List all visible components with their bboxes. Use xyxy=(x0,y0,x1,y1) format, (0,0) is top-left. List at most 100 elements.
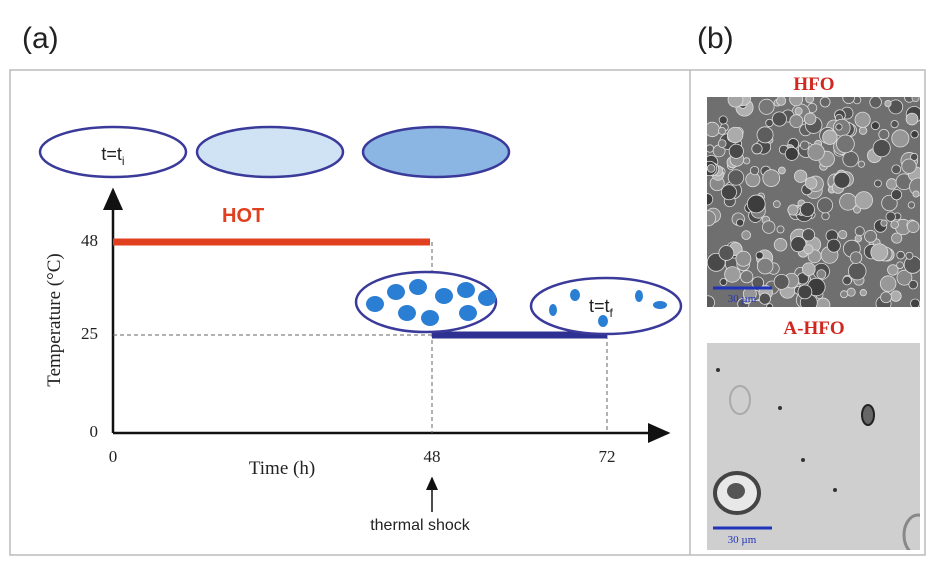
cell xyxy=(855,112,870,127)
cell xyxy=(855,192,872,209)
cell xyxy=(759,293,770,304)
cell xyxy=(785,147,798,160)
panel-label: (b) xyxy=(697,22,734,55)
cell xyxy=(728,170,744,186)
cell xyxy=(790,115,803,128)
cell xyxy=(834,172,850,188)
cell xyxy=(728,92,743,107)
cell xyxy=(788,205,798,215)
cell xyxy=(817,198,832,213)
cell xyxy=(836,124,842,130)
cell xyxy=(871,244,888,261)
cell xyxy=(843,276,852,285)
cell xyxy=(911,299,920,308)
cell xyxy=(736,251,751,266)
cell xyxy=(907,221,919,233)
scale-label: 30 µm xyxy=(728,534,757,546)
cell xyxy=(763,170,780,187)
cell xyxy=(720,279,727,286)
cell xyxy=(707,165,715,173)
cell xyxy=(762,221,775,234)
cell xyxy=(886,179,897,190)
cell xyxy=(880,276,896,292)
hot-label: HOT xyxy=(222,205,264,227)
figure: (a) (b) t=ti 0 25 48 0 48 72 Temperature… xyxy=(0,0,927,562)
cell xyxy=(718,140,726,148)
y-axis-label: Temperature (°C) xyxy=(44,253,65,386)
cell xyxy=(874,180,881,187)
x-tick-label: 0 xyxy=(109,447,118,466)
cell xyxy=(881,220,887,226)
image-title: HFO xyxy=(793,74,834,95)
cell xyxy=(860,289,866,295)
cell xyxy=(817,270,826,279)
panel-label: (a) xyxy=(22,22,59,55)
cell xyxy=(795,107,802,114)
cell xyxy=(859,127,867,135)
state-ellipse xyxy=(363,127,509,177)
cell xyxy=(879,129,889,139)
cell xyxy=(804,113,816,125)
cell xyxy=(897,251,905,259)
x-axis-label: Time (h) xyxy=(249,458,315,479)
cell xyxy=(913,191,919,197)
y-tick-label: 0 xyxy=(90,422,99,441)
cell xyxy=(800,202,814,216)
cell xyxy=(816,298,830,312)
cell xyxy=(892,165,901,174)
cell xyxy=(822,212,829,219)
cell xyxy=(706,145,713,152)
cell xyxy=(798,285,812,299)
cell xyxy=(823,130,838,145)
cell xyxy=(773,201,780,208)
cell xyxy=(808,144,825,161)
cell xyxy=(850,252,862,264)
cell xyxy=(891,221,899,229)
scale-label: 30 µm xyxy=(728,293,757,305)
cell xyxy=(827,239,840,252)
annotation: thermal shock xyxy=(370,517,471,534)
cell xyxy=(800,141,809,150)
cell xyxy=(911,131,918,138)
cell xyxy=(777,226,784,233)
cell xyxy=(902,159,916,173)
cell xyxy=(908,202,914,208)
cell xyxy=(719,116,727,124)
cell xyxy=(843,92,855,104)
cell xyxy=(757,127,773,143)
cell xyxy=(742,231,751,240)
cell xyxy=(766,119,773,126)
cell xyxy=(725,267,741,283)
cell xyxy=(886,212,896,222)
cell xyxy=(721,185,736,200)
cell xyxy=(736,219,743,226)
cell xyxy=(897,262,904,269)
cell xyxy=(891,189,901,199)
cell xyxy=(757,258,773,274)
cell xyxy=(701,296,714,309)
cell xyxy=(750,166,758,174)
cell xyxy=(839,230,847,238)
micrograph xyxy=(707,343,920,550)
cell xyxy=(855,227,864,236)
cell xyxy=(705,122,719,136)
cell xyxy=(837,135,855,153)
cell xyxy=(847,288,855,296)
cell xyxy=(741,271,753,283)
cell xyxy=(885,100,891,106)
cell xyxy=(906,252,913,259)
cell xyxy=(719,246,734,261)
cell xyxy=(848,262,866,280)
cell xyxy=(873,139,890,156)
cell xyxy=(759,99,774,114)
y-tick-label: 48 xyxy=(81,231,98,250)
cell xyxy=(729,144,743,158)
cell xyxy=(774,274,789,289)
x-tick-label: 72 xyxy=(599,447,616,466)
cell xyxy=(865,230,877,242)
cell xyxy=(794,170,806,182)
cell xyxy=(820,97,830,107)
cell xyxy=(871,122,879,130)
cell xyxy=(744,158,750,164)
cell xyxy=(906,113,918,125)
